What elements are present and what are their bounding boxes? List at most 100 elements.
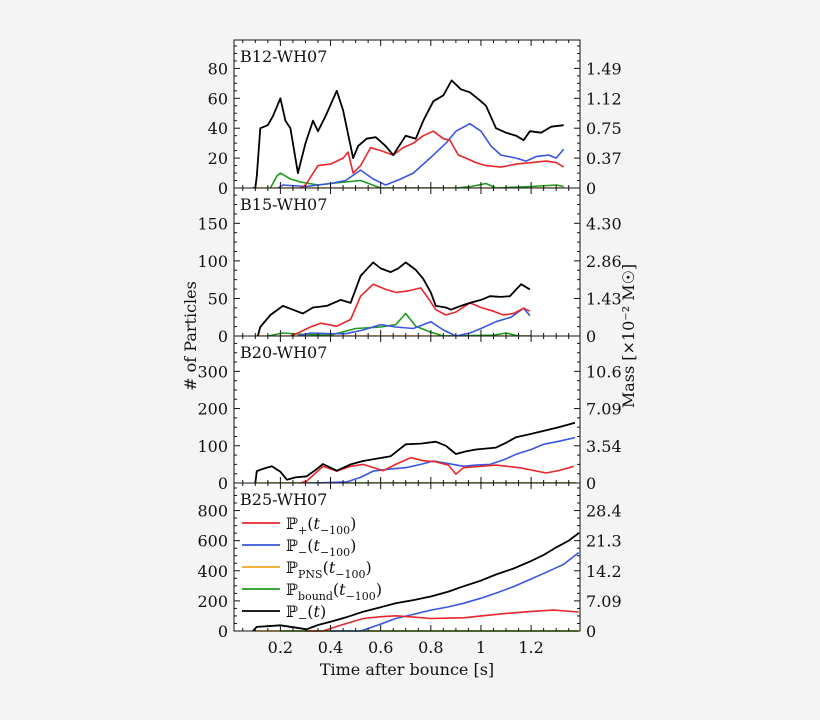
legend-label-part: ℙ <box>286 536 298 555</box>
y-tick-label: 800 <box>197 502 228 521</box>
legend-item-minus: ℙ−(t−100) <box>242 536 356 559</box>
series-line-minus <box>297 307 531 337</box>
y-tick-label-right: 0 <box>586 622 596 641</box>
x-tick-label: 0.6 <box>368 638 393 657</box>
y-tick-label: 60 <box>208 89 228 108</box>
legend-label-part: ( <box>333 580 339 599</box>
y-tick-label: 100 <box>197 437 228 456</box>
series-line-minus_t <box>256 261 531 337</box>
series-line-minus_t <box>252 79 564 189</box>
y-tick-label: 200 <box>197 400 228 419</box>
panel-b15-wh07: 0 0 50 1.43 100 2.86 150 4.30 B15-WH07 <box>197 187 622 346</box>
legend-item-bound: ℙbound(t−100) <box>242 580 382 603</box>
y-tick-label-right: 4.30 <box>586 214 622 233</box>
panel-b20-wh07: 0 0 100 3.54 200 7.09 300 10.6 B20-WH07 <box>197 335 622 493</box>
legend-label-part: ( <box>323 558 329 577</box>
legend-label-part: ) <box>366 558 372 577</box>
legend-item-minus_t: ℙ−(t) <box>242 602 326 625</box>
x-axis-label: Time after bounce [s] <box>320 660 494 679</box>
series-line-plus <box>299 130 565 189</box>
series-line-minus <box>277 122 565 189</box>
y-tick-label: 200 <box>197 592 228 611</box>
x-tick-label: 1.2 <box>518 638 543 657</box>
legend-label-part: − <box>298 546 307 559</box>
y-tick-label: 150 <box>197 214 228 233</box>
legend-label-part: ( <box>307 514 313 533</box>
panel-b12-wh07: 0 0 20 0.37 40 0.75 60 1.12 80 1.49 B12-WH07 <box>208 39 622 198</box>
x-tick-label: 0.8 <box>418 638 443 657</box>
y-axis-label-left: # of Particles <box>181 281 200 391</box>
series-line-minus_t <box>252 532 580 632</box>
y-tick-label-right: 7.09 <box>586 400 622 419</box>
panel-title: B25-WH07 <box>240 490 327 509</box>
y-tick-label-right: 0 <box>586 474 596 493</box>
legend-label-part: −100 <box>346 590 376 603</box>
y-tick-label-right: 10.6 <box>586 362 622 381</box>
legend-label: ℙ+(t−100) <box>286 514 356 537</box>
plot-area <box>234 188 580 336</box>
legend-label-part: ) <box>350 536 356 555</box>
y-tick-label: 80 <box>208 59 228 78</box>
x-tick-label: 0.2 <box>268 638 293 657</box>
y-tick-label: 300 <box>197 362 228 381</box>
legend-label-part: ( <box>307 602 313 621</box>
legend-label-part: t <box>314 514 321 533</box>
y-tick-label: 100 <box>197 252 228 271</box>
y-tick-label: 20 <box>208 149 228 168</box>
legend-label-part: ( <box>307 536 313 555</box>
x-tick-label: 1 <box>476 638 486 657</box>
y-tick-label-right: 1.43 <box>586 289 622 308</box>
y-tick-label: 40 <box>208 119 228 138</box>
legend-label-part: ℙ <box>286 580 298 599</box>
y-tick-label-right: 21.3 <box>586 532 622 551</box>
y-tick-label-right: 0 <box>586 179 596 198</box>
panel-title: B12-WH07 <box>240 47 327 66</box>
legend-label-part: t <box>329 558 336 577</box>
y-tick-label-right: 0.75 <box>586 119 622 138</box>
x-tick-label: 0.4 <box>318 638 343 657</box>
y-axis-label-right: Mass [×10⁻² M☉] <box>619 264 638 408</box>
series-line-minus_t <box>254 421 576 484</box>
legend-label: ℙbound(t−100) <box>286 580 382 603</box>
legend-label-part: −100 <box>320 524 350 537</box>
legend-label-part: t <box>314 602 321 621</box>
y-tick-label-right: 1.12 <box>586 89 622 108</box>
series-line-plus <box>305 609 579 632</box>
legend-label-part: bound <box>298 590 333 603</box>
legend-label-part: −100 <box>335 568 365 581</box>
panel-b25-wh07: 0 0 200 7.09 400 14.2 600 21.3 800 28.4 B25-WH07 0.… <box>197 482 622 657</box>
legend-label: ℙ−(t) <box>286 602 326 625</box>
y-tick-label-right: 7.09 <box>586 592 622 611</box>
panel-title: B15-WH07 <box>240 195 327 214</box>
legend-label-part: ℙ <box>286 558 298 577</box>
legend-item-pns: ℙPNS(t−100) <box>242 558 372 581</box>
y-tick-label: 50 <box>208 289 228 308</box>
y-tick-label-right: 0.37 <box>586 149 622 168</box>
series-line-minus <box>330 551 580 632</box>
legend-label: ℙ−(t−100) <box>286 536 356 559</box>
series-line-plus <box>290 283 531 337</box>
plot-frame <box>233 482 581 632</box>
legend-label-part: −100 <box>320 546 350 559</box>
legend-label-part: − <box>298 612 307 625</box>
legend-label-part: ) <box>320 602 326 621</box>
series-line-bound <box>267 312 532 337</box>
legend-label: ℙPNS(t−100) <box>286 558 372 581</box>
plot-area <box>234 336 580 483</box>
plot-area <box>234 483 580 631</box>
legend-label-part: ) <box>350 514 356 533</box>
legend-label-part: ) <box>376 580 382 599</box>
legend-label-part: ℙ <box>286 602 298 621</box>
legend-item-plus: ℙ+(t−100) <box>242 514 356 537</box>
legend-label-part: ℙ <box>286 514 298 533</box>
y-tick-label: 0 <box>218 622 228 641</box>
y-tick-label-right: 3.54 <box>586 437 622 456</box>
panel-title: B20-WH07 <box>240 343 327 362</box>
y-tick-label: 600 <box>197 532 228 551</box>
y-tick-label: 0 <box>218 179 228 198</box>
y-tick-label-right: 14.2 <box>586 562 622 581</box>
y-tick-label: 0 <box>218 474 228 493</box>
legend-label-part: + <box>298 524 307 537</box>
